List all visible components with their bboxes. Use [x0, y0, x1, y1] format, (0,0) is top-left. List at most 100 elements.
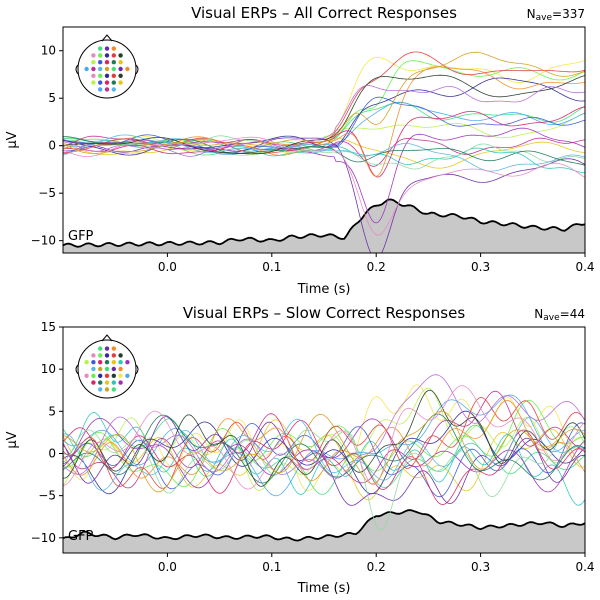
sensor-dot [91, 53, 96, 58]
y-tick-label: 0 [48, 139, 56, 153]
y-tick-label: −5 [38, 186, 56, 200]
x-tick-label: 0.4 [575, 260, 594, 274]
sensor-dot [84, 373, 89, 378]
sensor-dot [111, 53, 117, 58]
x-tick-label: 0.4 [575, 560, 594, 574]
sensor-dot [118, 353, 123, 358]
sensor-dot [104, 353, 110, 358]
sensor-dot [91, 60, 96, 65]
nave-label: Nave=44 [534, 307, 585, 323]
sensor-dot [104, 387, 110, 392]
sensor-dot [104, 80, 110, 85]
y-tick-label: 5 [48, 91, 56, 105]
sensor-dot [118, 373, 123, 378]
sensor-dot [98, 60, 103, 65]
sensor-dot [125, 66, 130, 72]
y-tick-label: −10 [31, 234, 56, 248]
top-panel: 0.0 0.1 0.2 0.3 0.4 −10 −5 0 5 10 Visual ERPs – Al… [5, 4, 595, 297]
sensor-dot [91, 353, 96, 358]
gfp-area [63, 199, 585, 253]
x-tick-label: 0.2 [367, 260, 386, 274]
sensor-dot [118, 360, 123, 365]
sensor-dot [118, 53, 123, 58]
sensor-dot [111, 346, 117, 351]
channel-trace [63, 394, 585, 497]
sensor-dot [111, 380, 117, 385]
channel-trace [63, 134, 585, 172]
chart-title: Visual ERPs – Slow Correct Responses [183, 304, 466, 322]
sensor-dot [98, 373, 103, 378]
sensor-dot [111, 66, 117, 72]
axes-frame [62, 326, 586, 554]
sensor-dot [91, 366, 96, 372]
y-tick-label: 15 [41, 320, 56, 334]
sensor-head-icon [75, 334, 139, 399]
sensor-dot [91, 360, 96, 365]
channel-trace [63, 56, 585, 154]
gfp-line [63, 509, 585, 542]
sensor-dot [91, 380, 96, 385]
channel-trace [63, 74, 585, 155]
channel-trace [63, 85, 585, 157]
channel-trace [63, 66, 585, 177]
sensor-dot [111, 46, 117, 51]
sensor-dot [98, 73, 103, 79]
channel-trace [63, 374, 585, 479]
sensor-dot [125, 373, 130, 378]
channel-trace [63, 51, 585, 154]
x-axis-label: Time (s) [297, 581, 351, 596]
sensor-dot [91, 73, 96, 79]
channel-trace [63, 385, 585, 490]
y-tick-label: 10 [41, 362, 56, 376]
y-tick-label: 10 [41, 44, 56, 58]
sensor-dot [104, 360, 110, 365]
sensor-dot [84, 360, 89, 365]
x-axis-label: Time (s) [297, 282, 351, 297]
channel-trace [63, 420, 585, 506]
sensor-dot [91, 373, 96, 378]
channel-trace [63, 127, 585, 224]
channel-trace [63, 399, 585, 488]
sensor-dot [98, 380, 103, 385]
channel-trace [63, 410, 585, 493]
x-tick-label: 0.0 [158, 260, 177, 274]
sensor-dot [118, 66, 123, 72]
channel-trace [63, 136, 585, 236]
gfp-line [63, 198, 585, 248]
sensor-dot [104, 46, 110, 51]
y-tick-label: −5 [38, 489, 56, 503]
sensor-dot [111, 360, 117, 365]
sensor-dot [118, 366, 123, 372]
x-tick-label: 0.0 [158, 560, 177, 574]
x-tick-label: 0.1 [262, 260, 281, 274]
nave-label: Nave=337 [527, 7, 585, 23]
gfp-label: GFP [68, 229, 94, 244]
sensor-dot [111, 366, 117, 372]
channel-trace [63, 390, 585, 489]
axes-frame [62, 26, 586, 254]
chart-title: Visual ERPs – All Correct Responses [191, 4, 457, 22]
y-axis-label: µV [5, 131, 20, 148]
sensor-dot [91, 66, 96, 72]
sensor-dot [98, 346, 103, 351]
sensor-dot [104, 366, 110, 372]
sensor-dot [118, 80, 123, 85]
sensor-dot [98, 360, 103, 365]
sensor-dot [84, 66, 89, 72]
y-tick-label: 5 [48, 404, 56, 418]
sensor-dot [111, 60, 117, 65]
sensor-dot [118, 73, 123, 79]
sensor-head-icon [75, 34, 139, 99]
channel-trace [63, 389, 585, 487]
sensor-dot [98, 387, 103, 392]
sensor-dot [98, 46, 103, 51]
sensor-dot [98, 80, 103, 85]
sensor-dot [104, 53, 110, 58]
gfp-label: GFP [68, 529, 94, 544]
sensor-dot [98, 353, 103, 358]
sensor-dot [91, 80, 96, 85]
sensor-dot [104, 87, 110, 92]
sensor-dot [111, 73, 117, 79]
sensor-dot [118, 60, 123, 65]
